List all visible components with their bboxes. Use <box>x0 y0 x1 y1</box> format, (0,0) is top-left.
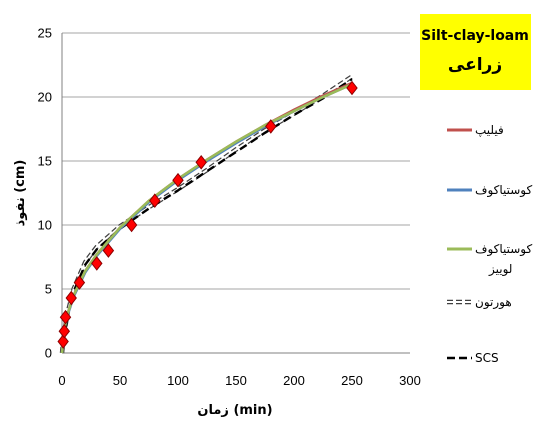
series-line-1 <box>60 81 353 354</box>
legend-label: فیلیپ <box>475 123 504 137</box>
x-tick-label: 300 <box>399 373 421 388</box>
y-tick-label: 10 <box>38 218 52 233</box>
observed-point <box>57 334 69 349</box>
observed-point <box>59 309 72 325</box>
observed-point <box>102 243 115 258</box>
observed-point <box>58 323 71 339</box>
y-tick-label: 20 <box>38 90 52 105</box>
y-tick-label: 5 <box>45 282 52 297</box>
observed-point <box>65 290 77 306</box>
observed-point <box>195 154 207 170</box>
x-tick-label: 50 <box>113 373 127 388</box>
legend-label: کوستیاکوف لوییز <box>475 242 533 277</box>
observed-point <box>172 172 184 188</box>
observed-point <box>149 193 161 209</box>
observed-markers <box>57 80 358 349</box>
y-axis-title: نفوذ (cm) <box>13 160 28 227</box>
series-lines <box>59 74 354 354</box>
title-box: Silt-clay-loam زراعی <box>420 14 531 90</box>
y-tick-label: 15 <box>38 154 52 169</box>
y-tick-label: 25 <box>38 26 52 41</box>
legend-label: هورتون <box>475 295 512 310</box>
series-line-5 <box>60 78 353 354</box>
observed-point <box>91 256 103 271</box>
series-line-4-outline <box>59 74 354 354</box>
grid <box>62 32 410 290</box>
observed-point <box>125 217 138 233</box>
x-tick-label: 100 <box>167 373 189 388</box>
x-tick-label: 250 <box>341 373 363 388</box>
observed-point <box>73 275 86 290</box>
y-tick-label: 0 <box>45 346 52 361</box>
legend-label: SCS <box>475 351 499 365</box>
title-box-background <box>420 14 531 90</box>
x-tick-label: 200 <box>283 373 305 388</box>
x-axis-title: زمان (min) <box>197 403 272 418</box>
axes <box>61 33 410 354</box>
observed-point <box>265 119 277 134</box>
title-box-line2: زراعی <box>448 55 502 75</box>
observed-point <box>346 80 358 96</box>
legend-label-line: لوییز <box>488 262 512 277</box>
series-line-4 <box>61 75 353 354</box>
legend-label-line: کوستیاکوف <box>475 242 533 257</box>
legend-label: کوستیاکوف <box>475 183 533 198</box>
series-line-3 <box>60 83 353 354</box>
x-tick-label: 0 <box>58 373 65 388</box>
series-line-2 <box>60 83 353 354</box>
x-tick-label: 150 <box>225 373 247 388</box>
legend: فیلیپ کوستیاکوف کوستیاکوف لوییز هورتون SCS <box>447 123 533 365</box>
title-box-line1: Silt-clay-loam <box>421 28 529 44</box>
